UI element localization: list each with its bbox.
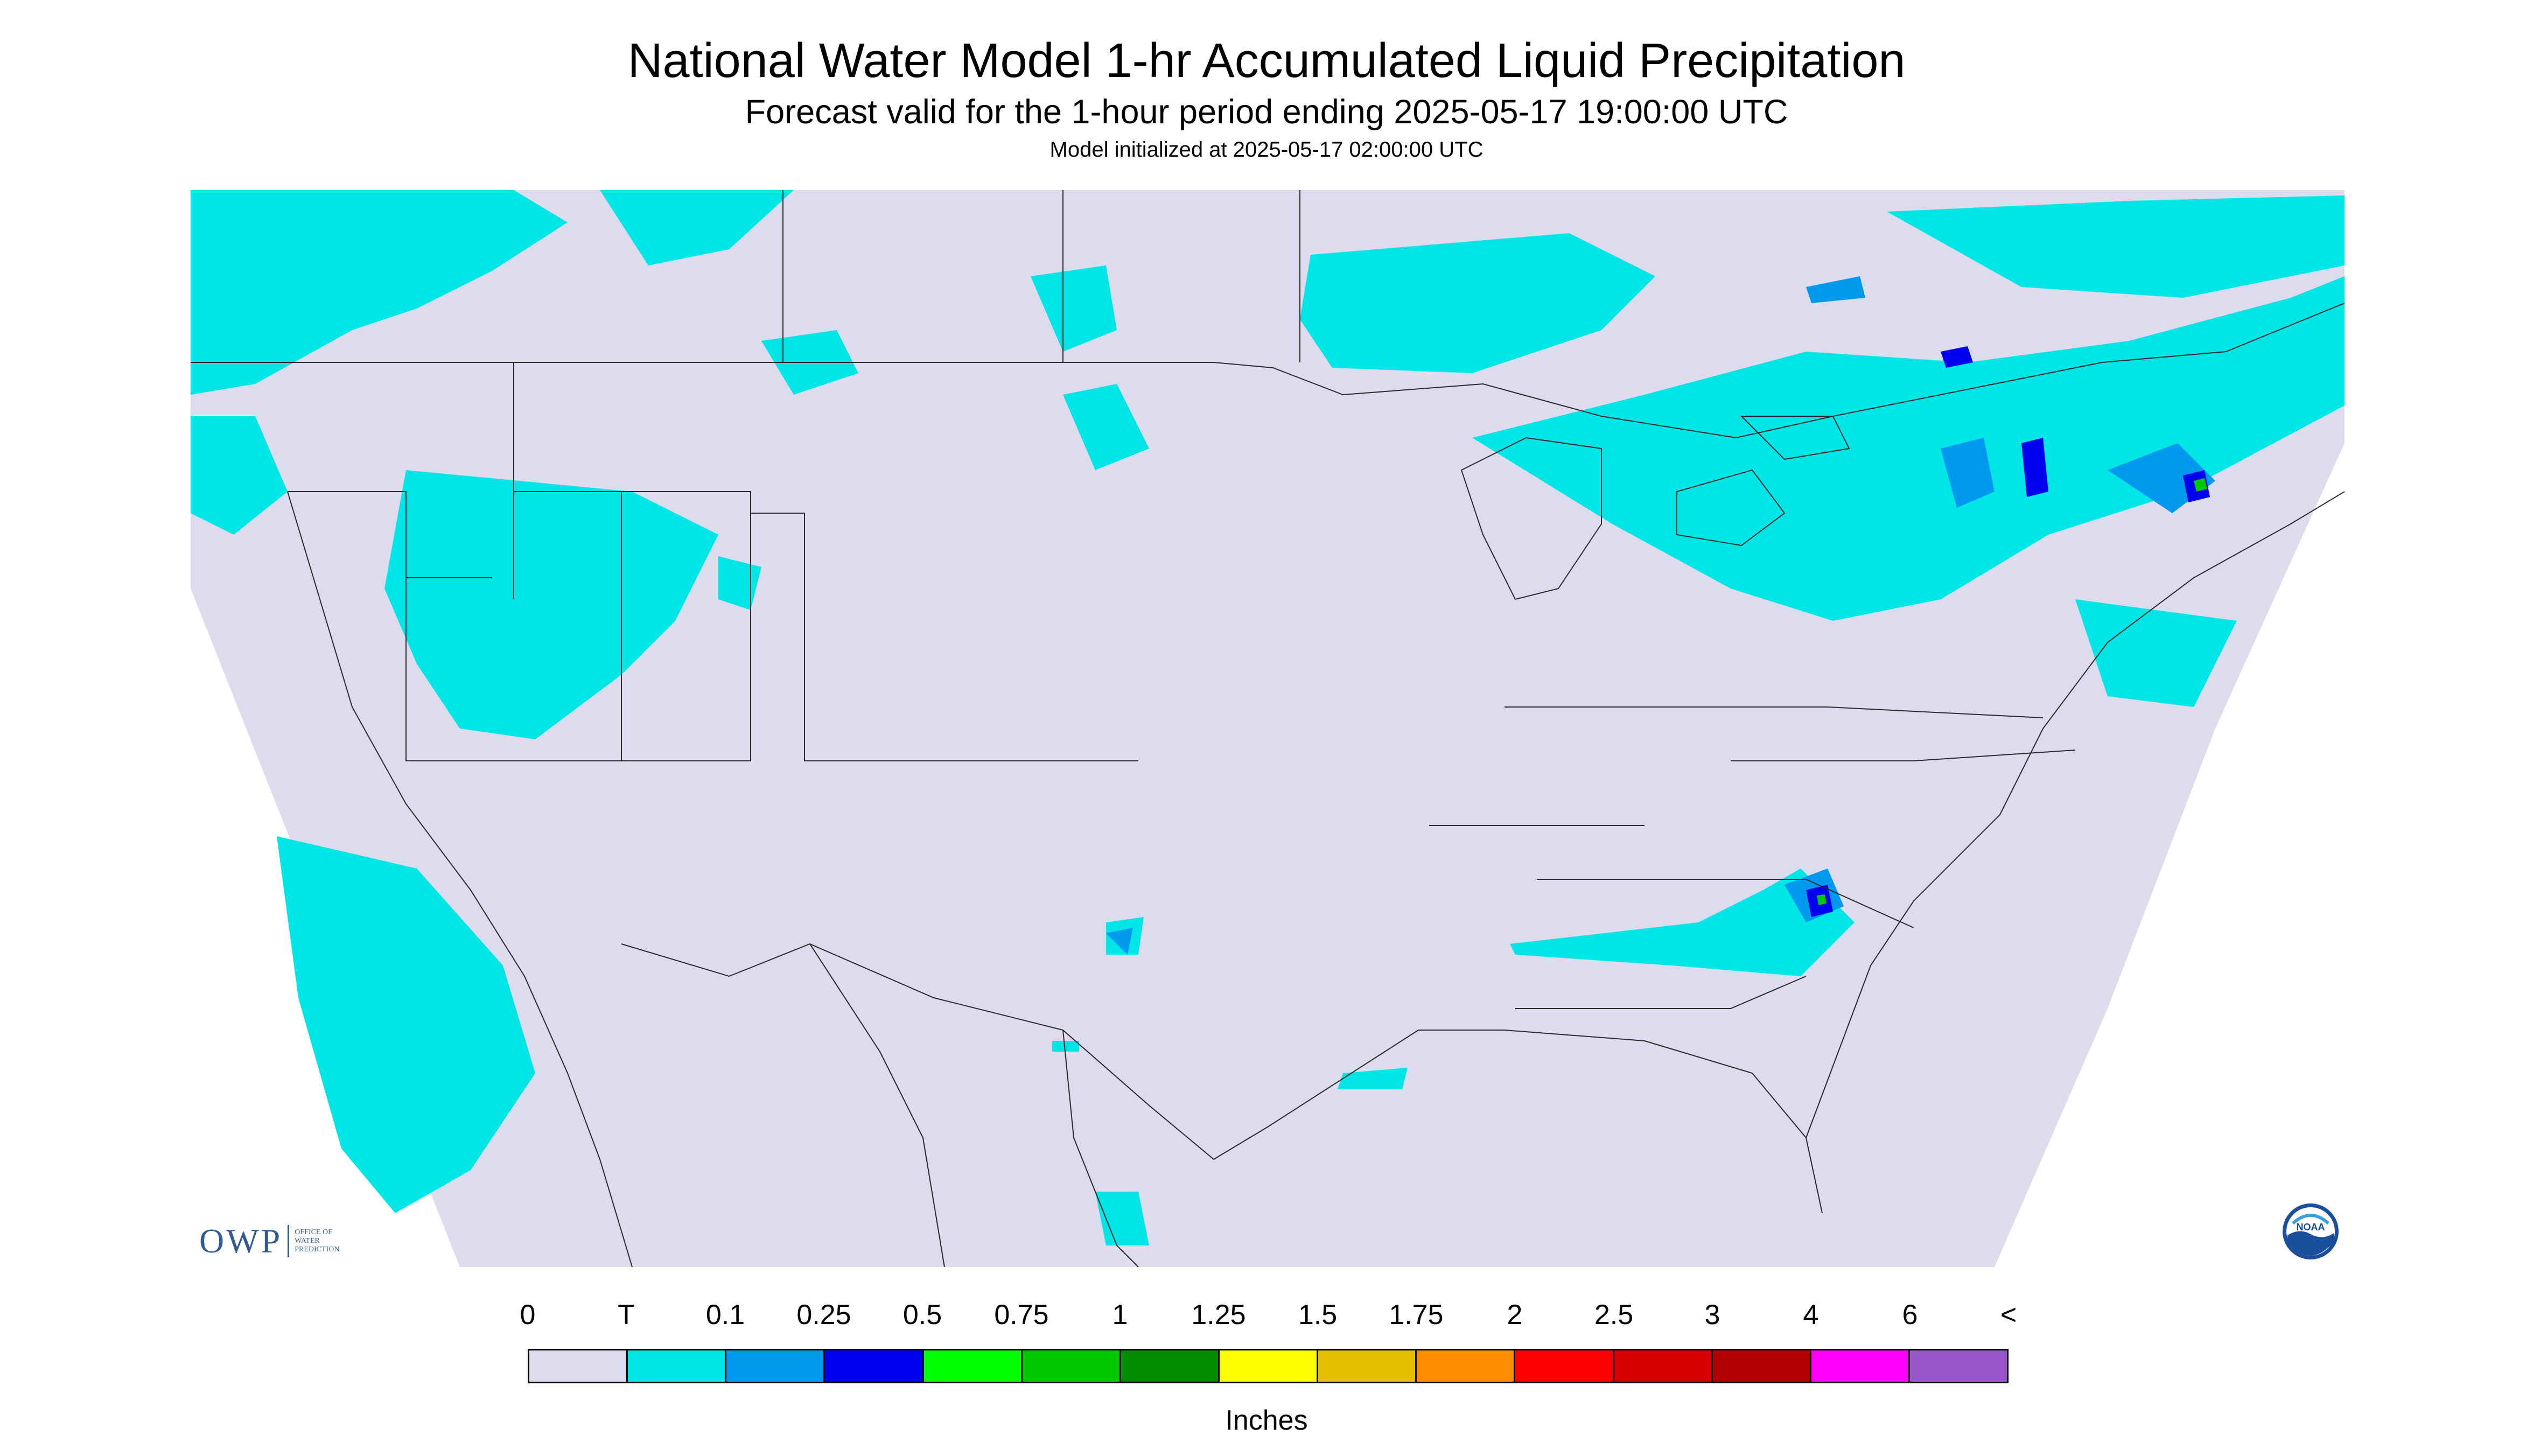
domain-edge-right	[1995, 443, 2345, 1267]
legend-labels: 0 T 0.1 0.25 0.5 0.75 1 1.25 1.5 1.75 2 …	[0, 1299, 2533, 1336]
legend-swatch	[726, 1350, 825, 1382]
heavy-precip-areas	[1817, 478, 2207, 905]
legend-label: 1	[1112, 1299, 1128, 1331]
legend-swatch	[923, 1350, 1023, 1382]
great-lakes	[1460, 416, 1850, 600]
legend-swatch	[1022, 1350, 1121, 1382]
legend-label: 0	[520, 1299, 536, 1331]
legend-label: 1.25	[1191, 1299, 1246, 1331]
owp-logo-text: OFFICE OF WATER PREDICTION	[295, 1228, 340, 1254]
legend-swatch	[1811, 1350, 1910, 1382]
legend-color-bar	[528, 1349, 2009, 1383]
legend-swatch	[1318, 1350, 1417, 1382]
legend-label: 2	[1507, 1299, 1523, 1331]
western-state-lines	[288, 362, 1138, 761]
model-init-line: Model initialized at 2025-05-17 02:00:00…	[1049, 138, 1484, 162]
legend-label: 0.25	[796, 1299, 851, 1331]
mexico-border	[621, 943, 1139, 1267]
legend-swatch	[1417, 1350, 1516, 1382]
legend-swatch	[1909, 1350, 2007, 1382]
legend-label: 3	[1704, 1299, 1720, 1331]
owp-logo-divider	[288, 1225, 290, 1257]
trace-precip-areas	[191, 190, 2345, 1245]
legend-swatch	[628, 1350, 727, 1382]
moderate-precip-areas	[1806, 346, 2210, 917]
us-canada-border	[191, 303, 2345, 439]
legend-label: 0.75	[994, 1299, 1049, 1331]
boundary-lines	[191, 190, 2345, 1267]
legend-label: 0.5	[902, 1299, 942, 1331]
legend-label: 1.75	[1389, 1299, 1444, 1331]
atlantic-coast	[1806, 491, 2345, 1138]
canada-province-lines	[782, 190, 1300, 362]
map-subtitle: Forecast valid for the 1-hour period end…	[745, 93, 1788, 131]
owp-logo: OWP OFFICE OF WATER PREDICTION	[199, 1221, 365, 1261]
legend-units: Inches	[1225, 1405, 1308, 1436]
legend-label: 0.1	[705, 1299, 745, 1331]
pacific-coast	[287, 491, 633, 1267]
legend-label: T	[618, 1299, 635, 1331]
precipitation-map	[191, 190, 2345, 1267]
legend-swatch	[529, 1350, 628, 1382]
legend-swatch	[1219, 1350, 1319, 1382]
gulf-coast	[809, 943, 1823, 1214]
legend-swatch	[1712, 1350, 1811, 1382]
legend-swatch	[1515, 1350, 1614, 1382]
legend-swatch	[825, 1350, 924, 1382]
legend-swatch	[1121, 1350, 1220, 1382]
legend-label: 1.5	[1298, 1299, 1338, 1331]
legend-label: 4	[1803, 1299, 1819, 1331]
legend-label: <	[2000, 1299, 2017, 1331]
legend-label: 2.5	[1594, 1299, 1634, 1331]
legend-swatch	[1614, 1350, 1713, 1382]
eastern-state-lines	[1429, 706, 2076, 1009]
map-title: National Water Model 1-hr Accumulated Li…	[627, 34, 1906, 88]
owp-logo-mark: OWP	[199, 1222, 283, 1260]
noaa-logo: NOAA	[2283, 1203, 2339, 1259]
noaa-logo-text: NOAA	[2297, 1222, 2325, 1233]
legend-label: 6	[1902, 1299, 1918, 1331]
